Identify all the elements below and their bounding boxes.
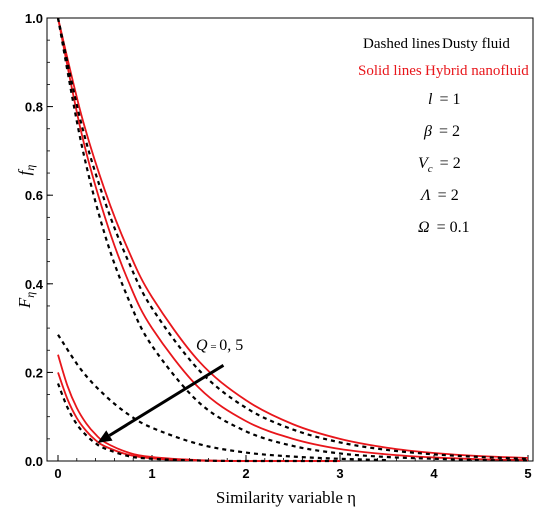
x-tick-label: 0 <box>54 466 61 481</box>
param-lambda: Λ = 2 <box>419 187 459 204</box>
legend-solid-label: Solid lines <box>358 63 422 79</box>
legend: Dashed lines Dusty fluid Solid lines Hyb… <box>358 36 529 79</box>
y-tick-label: 0.6 <box>25 188 43 203</box>
x-tick-label: 1 <box>148 466 155 481</box>
y-tick-label: 0.2 <box>25 365 43 380</box>
x-axis-title: Similarity variable η <box>216 488 356 507</box>
param-vc: Vc = 2 <box>418 155 461 175</box>
y-tick-label: 0.0 <box>25 454 43 469</box>
annotation-arrow-head <box>97 430 113 443</box>
y-axis-title-lower: Fη <box>15 292 37 309</box>
param-beta: β = 2 <box>423 123 460 140</box>
x-tick-label: 5 <box>524 466 531 481</box>
parameter-list: l = 1 β = 2 Vc = 2 Λ = 2 Ω = 0.1 <box>418 91 470 236</box>
y-tick-label: 0.4 <box>25 277 44 292</box>
dashed-series-line-7 <box>56 383 340 463</box>
legend-dashed-label: Dashed lines <box>363 36 440 52</box>
x-tick-label: 3 <box>336 466 343 481</box>
x-tick-label: 2 <box>242 466 249 481</box>
y-axis-title-upper: fη <box>15 165 37 176</box>
series-group <box>56 17 529 463</box>
solid-series-line-0 <box>57 17 529 459</box>
dashed-series-line-2 <box>56 17 529 460</box>
legend-solid-desc: Hybrid nanofluid <box>425 63 529 79</box>
plot-frame <box>46 17 534 462</box>
y-tick-label: 0.8 <box>25 100 43 115</box>
param-omega: Ω = 0.1 <box>418 219 470 236</box>
annotation-label: Q = 0, 5 <box>196 337 243 354</box>
x-tick-label: 4 <box>430 466 438 481</box>
param-l: l = 1 <box>428 91 460 108</box>
solid-series-line-1 <box>57 17 529 462</box>
annotation-arrow-group <box>97 364 225 443</box>
legend-dashed-desc: Dusty fluid <box>442 36 510 52</box>
solid-series-line-5 <box>57 354 340 462</box>
annotation-arrow-shaft <box>108 364 225 437</box>
y-tick-label: 1.0 <box>25 11 43 26</box>
